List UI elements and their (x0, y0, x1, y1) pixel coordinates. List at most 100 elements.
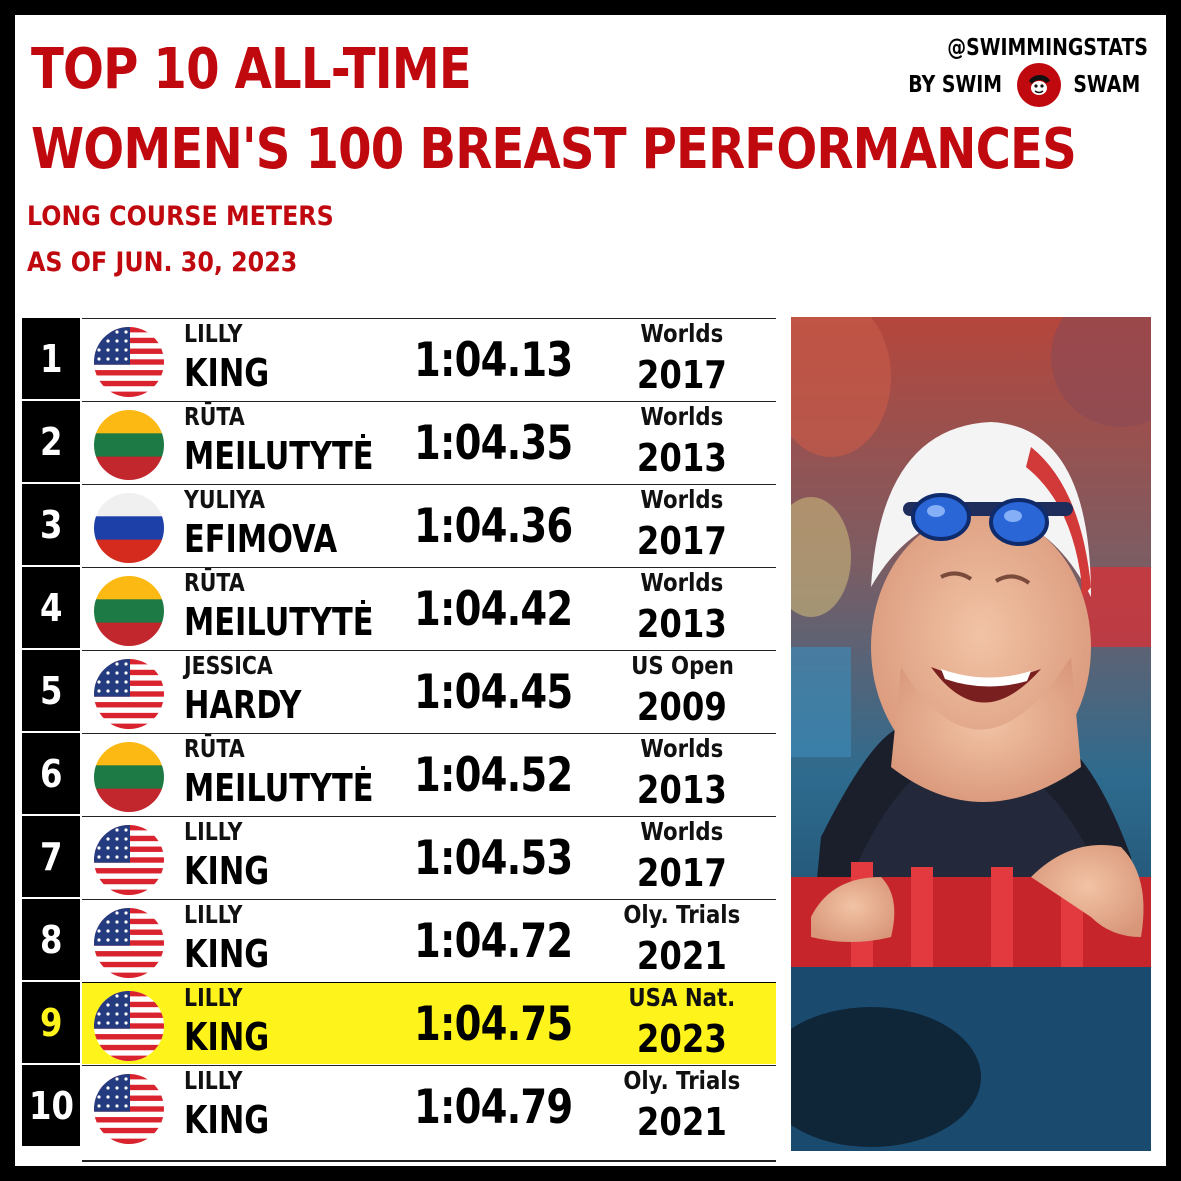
swim-time: 1:04.36 (414, 499, 573, 554)
usa-flag-icon (94, 1074, 164, 1144)
rank-number: 2 (39, 419, 63, 464)
meet-year: 2021 (637, 1100, 727, 1144)
swimmer-last-name: KING (184, 849, 270, 893)
meet-year: 2013 (637, 602, 727, 646)
table-row: 7 LILLY KING 1:04.53 Worlds 2017 (22, 816, 778, 899)
swimmer-first-name: RŪTA (184, 734, 245, 763)
row-content: LILLY KING 1:04.75 USA Nat. 2023 (82, 982, 776, 1064)
meet-year: 2009 (637, 685, 727, 729)
rank-cell: 6 (22, 733, 80, 814)
swim-time: 1:04.72 (414, 914, 573, 969)
swimswam-logo-icon (1017, 63, 1062, 107)
table-row: 8 LILLY KING 1:04.72 Oly. Trials 2021 (22, 899, 778, 982)
row-content: RŪTA MEILUTYTĖ 1:04.35 Worlds 2013 (82, 401, 776, 483)
swimmer-last-name: MEILUTYTĖ (184, 600, 374, 644)
rank-cell: 9 (22, 982, 80, 1063)
rank-number: 9 (39, 1000, 63, 1045)
swimmer-first-name: LILLY (184, 900, 243, 929)
swimmer-last-name: MEILUTYTĖ (184, 434, 374, 478)
table-row: 1 LILLY KING 1:04.13 Worlds 2017 (22, 318, 778, 401)
meet-name: Worlds (640, 485, 724, 514)
row-content: YULIYA EFIMOVA 1:04.36 Worlds 2017 (82, 484, 776, 566)
swim-time: 1:04.53 (414, 831, 573, 886)
usa-flag-icon (94, 327, 164, 397)
table-row: 6 RŪTA MEILUTYTĖ 1:04.52 Worlds 2013 (22, 733, 778, 816)
swim-time: 1:04.79 (414, 1080, 573, 1135)
meet-name: Worlds (640, 402, 724, 431)
usa-flag-icon (94, 659, 164, 729)
brand-row: BY SWIM SWAM (898, 63, 1148, 107)
usa-flag-icon (94, 825, 164, 895)
meet-year: 2017 (637, 353, 727, 397)
swim-time: 1:04.35 (414, 416, 573, 471)
rank-number: 8 (39, 917, 63, 962)
rank-cell: 10 (22, 1065, 80, 1146)
meet-year: 2017 (637, 851, 727, 895)
table-row: 5 JESSICA HARDY 1:04.45 US Open 2009 (22, 650, 778, 733)
meet-name: Worlds (640, 734, 724, 763)
brand-block: @SWIMMINGSTATS BY SWIM SWAM (898, 35, 1148, 107)
lithuania-flag-icon (94, 742, 164, 812)
rank-cell: 7 (22, 816, 80, 897)
swimmer-first-name: JESSICA (184, 651, 273, 680)
rank-number: 5 (39, 668, 63, 713)
swim-time: 1:04.52 (414, 748, 573, 803)
subtitle-date: AS OF JUN. 30, 2023 (27, 247, 298, 278)
meet-year: 2013 (637, 768, 727, 812)
table-row: 4 RŪTA MEILUTYTĖ 1:04.42 Worlds 2013 (22, 567, 778, 650)
row-content: RŪTA MEILUTYTĖ 1:04.42 Worlds 2013 (82, 567, 776, 649)
meet-name: US Open (630, 651, 734, 680)
rank-number: 7 (39, 834, 63, 879)
rank-number: 4 (39, 585, 63, 630)
meet-name: USA Nat. (628, 983, 736, 1012)
swimmer-photo (791, 317, 1151, 1151)
rankings-table: 1 LILLY KING 1:04.13 Worlds 2017 2 RŪTA … (22, 318, 778, 1148)
rank-cell: 3 (22, 484, 80, 565)
meet-name: Worlds (640, 568, 724, 597)
meet-year: 2017 (637, 519, 727, 563)
swimmer-first-name: LILLY (184, 319, 243, 348)
meet-name: Worlds (640, 817, 724, 846)
table-row: 2 RŪTA MEILUTYTĖ 1:04.35 Worlds 2013 (22, 401, 778, 484)
swimmer-first-name: LILLY (184, 1066, 243, 1095)
row-content: JESSICA HARDY 1:04.45 US Open 2009 (82, 650, 776, 732)
row-content: LILLY KING 1:04.53 Worlds 2017 (82, 816, 776, 898)
swimmer-last-name: KING (184, 1015, 270, 1059)
swim-time: 1:04.75 (414, 997, 573, 1052)
row-content: LILLY KING 1:04.72 Oly. Trials 2021 (82, 899, 776, 981)
table-bottom-rule (82, 1160, 776, 1162)
swimmer-last-name: HARDY (184, 683, 302, 727)
title-line-1: TOP 10 ALL-TIME (31, 37, 472, 102)
table-row: 9 LILLY KING 1:04.75 USA Nat. 2023 (22, 982, 778, 1065)
meet-year: 2023 (637, 1017, 727, 1061)
lithuania-flag-icon (94, 576, 164, 646)
swimmer-first-name: RŪTA (184, 568, 245, 597)
meet-year: 2013 (637, 436, 727, 480)
rank-number: 6 (39, 751, 63, 796)
swimmer-last-name: KING (184, 351, 270, 395)
meet-name: Oly. Trials (623, 900, 741, 929)
usa-flag-icon (94, 991, 164, 1061)
brand-handle: @SWIMMINGSTATS (947, 35, 1148, 61)
swimmer-last-name: KING (184, 1098, 270, 1142)
rank-cell: 4 (22, 567, 80, 648)
infographic-frame: TOP 10 ALL-TIME WOMEN'S 100 BREAST PERFO… (15, 15, 1166, 1166)
rank-cell: 1 (22, 318, 80, 399)
swimmer-last-name: EFIMOVA (184, 517, 338, 561)
swimmer-last-name: KING (184, 932, 270, 976)
swimmer-first-name: LILLY (184, 817, 243, 846)
russia-flag-icon (94, 493, 164, 563)
swimmer-first-name: RŪTA (184, 402, 245, 431)
meet-name: Oly. Trials (623, 1066, 741, 1095)
row-content: LILLY KING 1:04.13 Worlds 2017 (82, 318, 776, 400)
title-line-2: WOMEN'S 100 BREAST PERFORMANCES (31, 117, 1077, 182)
swimmer-last-name: MEILUTYTĖ (184, 766, 374, 810)
swimmer-first-name: YULIYA (184, 485, 265, 514)
meet-name: Worlds (640, 319, 724, 348)
swim-time: 1:04.42 (414, 582, 573, 637)
brand-name: SWAM (1073, 72, 1141, 98)
swim-time: 1:04.45 (414, 665, 573, 720)
swim-time: 1:04.13 (414, 333, 573, 388)
rank-cell: 5 (22, 650, 80, 731)
lithuania-flag-icon (94, 410, 164, 480)
